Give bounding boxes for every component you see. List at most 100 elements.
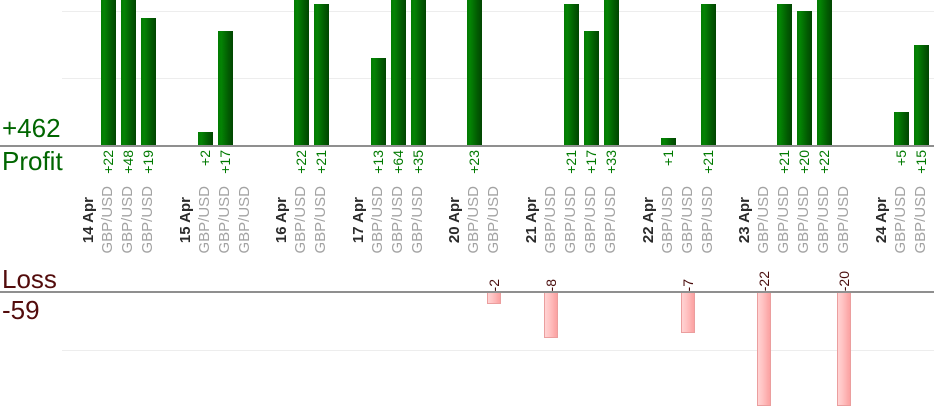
date-label: 14 Apr (80, 184, 97, 256)
instrument-label-text: GBP/USD (408, 186, 426, 254)
date-label: 22 Apr (640, 184, 657, 256)
profit-value-label-text: +1 (659, 150, 676, 166)
instrument-label-text: GBP/USD (312, 186, 330, 254)
profit-value-label: +21 (776, 150, 792, 174)
instrument-label-text: GBP/USD (139, 186, 156, 254)
loss-value-label: -7 (680, 279, 696, 291)
loss-bar (837, 293, 852, 406)
date-label-text: 24 Apr (872, 196, 890, 244)
profit-value-label-text: +22 (293, 150, 310, 174)
profit-gridline (62, 78, 934, 79)
profit-value-label-text: +23 (466, 150, 483, 174)
instrument-label-text: GBP/USD (195, 186, 213, 254)
profit-bar (121, 0, 136, 145)
date-label: 24 Apr (872, 184, 890, 256)
profit-bar (314, 4, 330, 145)
instrument-label-text: GBP/USD (815, 186, 833, 254)
date-label-text: 23 Apr (736, 196, 754, 244)
instrument-label: GBP/USD (891, 184, 909, 256)
date-label: 20 Apr (446, 184, 464, 256)
profit-bar (817, 0, 833, 145)
profit-value-label: +22 (100, 150, 116, 174)
profit-value-label-text: +5 (892, 150, 909, 166)
profit-value-label-text: +21 (776, 150, 793, 174)
loss-bar (487, 293, 502, 305)
profit-value-label-text: +33 (603, 150, 619, 174)
date-label-text: 20 Apr (446, 196, 464, 244)
loss-value-label: -20 (836, 271, 852, 291)
loss-value-label-text: -2 (486, 278, 503, 291)
instrument-label: GBP/USD (835, 184, 852, 256)
profit-value-label-text: +21 (313, 150, 330, 174)
instrument-label: GBP/USD (312, 184, 330, 256)
instrument-label: GBP/USD (679, 184, 696, 256)
profit-value-label: +17 (217, 150, 233, 174)
date-label: 16 Apr (273, 184, 291, 256)
loss-value-label-text: -8 (543, 278, 559, 291)
loss-value-label-text: -20 (836, 270, 853, 291)
profit-value-label: +22 (816, 150, 832, 174)
instrument-label-text: GBP/USD (795, 186, 813, 254)
profit-bar (564, 4, 579, 145)
profit-bar (797, 11, 813, 145)
date-label-text: 16 Apr (273, 196, 291, 244)
profit-value-label: +48 (120, 150, 136, 174)
instrument-label-text: GBP/USD (562, 186, 579, 254)
instrument-label: GBP/USD (235, 184, 253, 256)
loss-total: -59 (2, 295, 40, 325)
loss-gridline (62, 349, 934, 351)
loss-bar (680, 293, 695, 333)
instrument-label-text: GBP/USD (119, 186, 136, 254)
profit-value-label: +5 (893, 150, 909, 166)
profit-value-label: +23 (466, 150, 482, 174)
instrument-label: GBP/USD (485, 184, 503, 256)
profit-bar (141, 17, 156, 145)
loss-value-label: -8 (543, 279, 559, 291)
instrument-label: GBP/USD (292, 184, 310, 256)
profit-value-label: +17 (583, 150, 599, 174)
date-label: 21 Apr (523, 184, 540, 256)
date-label-text: 21 Apr (523, 196, 540, 244)
profit-value-label-text: +17 (216, 150, 233, 174)
instrument-label-text: GBP/USD (99, 186, 116, 254)
instrument-label: GBP/USD (775, 184, 792, 256)
instrument-label: GBP/USD (699, 184, 716, 256)
instrument-label: GBP/USD (795, 184, 813, 256)
profit-bar (101, 0, 116, 145)
profit-bar (604, 0, 619, 145)
instrument-label-text: GBP/USD (292, 186, 310, 254)
profit-bar (370, 57, 386, 145)
profit-bar (700, 4, 716, 145)
instrument-label: GBP/USD (139, 184, 156, 256)
profit-bar (217, 31, 233, 145)
profit-value-label-text: +35 (409, 150, 426, 174)
loss-value-label: -22 (756, 271, 772, 291)
profit-value-label-text: +21 (563, 150, 579, 174)
instrument-label: GBP/USD (216, 184, 233, 256)
date-label-text: 14 Apr (80, 196, 97, 244)
profit-value-label: +13 (370, 150, 386, 174)
instrument-label-text: GBP/USD (891, 186, 909, 254)
loss-bar (757, 293, 772, 406)
profit-value-label: +35 (410, 150, 426, 174)
date-label-text: 17 Apr (349, 196, 367, 244)
profit-value-label-text: +19 (140, 150, 156, 174)
instrument-label: GBP/USD (562, 184, 579, 256)
instrument-label-text: GBP/USD (368, 186, 386, 254)
instrument-label-text: GBP/USD (485, 186, 503, 254)
profit-axis-line (0, 145, 934, 147)
profit-value-label-text: +22 (816, 150, 833, 174)
profit-axis-title: Profit (2, 146, 63, 176)
instrument-label-text: GBP/USD (755, 186, 773, 254)
profit-total: +462 (2, 113, 61, 143)
instrument-label-text: GBP/USD (235, 186, 253, 254)
instrument-label: GBP/USD (389, 184, 406, 256)
loss-bar (544, 293, 558, 339)
profit-bar (467, 0, 483, 145)
profit-bar (584, 31, 599, 145)
profit-value-label-text: +48 (120, 150, 136, 174)
instrument-label-text: GBP/USD (602, 186, 619, 254)
instrument-label: GBP/USD (99, 184, 116, 256)
instrument-label: GBP/USD (582, 184, 599, 256)
